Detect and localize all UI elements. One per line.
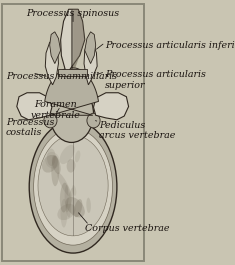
Text: Processus
costalis: Processus costalis <box>6 118 54 137</box>
Ellipse shape <box>45 152 60 169</box>
Ellipse shape <box>57 173 71 197</box>
Ellipse shape <box>72 185 76 196</box>
Polygon shape <box>50 32 61 64</box>
Polygon shape <box>84 41 97 85</box>
Text: Processus articularis
superior: Processus articularis superior <box>105 70 206 90</box>
Polygon shape <box>61 9 85 74</box>
Polygon shape <box>45 68 98 115</box>
Ellipse shape <box>52 155 61 174</box>
Text: Foramen
vertebrale: Foramen vertebrale <box>31 100 80 120</box>
Polygon shape <box>94 93 129 120</box>
Ellipse shape <box>57 204 75 220</box>
Text: Processus articularis inferior: Processus articularis inferior <box>105 41 235 50</box>
Ellipse shape <box>66 188 73 212</box>
Ellipse shape <box>42 155 58 173</box>
Ellipse shape <box>66 197 85 217</box>
Ellipse shape <box>47 149 56 166</box>
Ellipse shape <box>61 199 67 228</box>
Ellipse shape <box>74 199 82 217</box>
Polygon shape <box>85 32 96 64</box>
Polygon shape <box>59 69 87 76</box>
Polygon shape <box>73 9 85 74</box>
Text: Processus mammillaris: Processus mammillaris <box>6 72 117 81</box>
Ellipse shape <box>34 129 113 245</box>
Ellipse shape <box>87 113 100 128</box>
Ellipse shape <box>67 159 75 173</box>
Ellipse shape <box>29 121 117 253</box>
Polygon shape <box>17 93 52 120</box>
Ellipse shape <box>60 145 75 164</box>
Ellipse shape <box>51 156 59 186</box>
Ellipse shape <box>60 183 69 213</box>
Ellipse shape <box>75 151 80 162</box>
Ellipse shape <box>65 185 71 217</box>
Text: Pediculus
arcus vertebrae: Pediculus arcus vertebrae <box>99 121 176 140</box>
Ellipse shape <box>50 85 94 143</box>
Text: Corpus vertebrae: Corpus vertebrae <box>85 224 169 233</box>
Polygon shape <box>45 41 59 85</box>
Ellipse shape <box>86 198 91 213</box>
Ellipse shape <box>38 135 108 236</box>
Ellipse shape <box>44 113 57 128</box>
Text: Processus spinosus: Processus spinosus <box>27 9 120 18</box>
